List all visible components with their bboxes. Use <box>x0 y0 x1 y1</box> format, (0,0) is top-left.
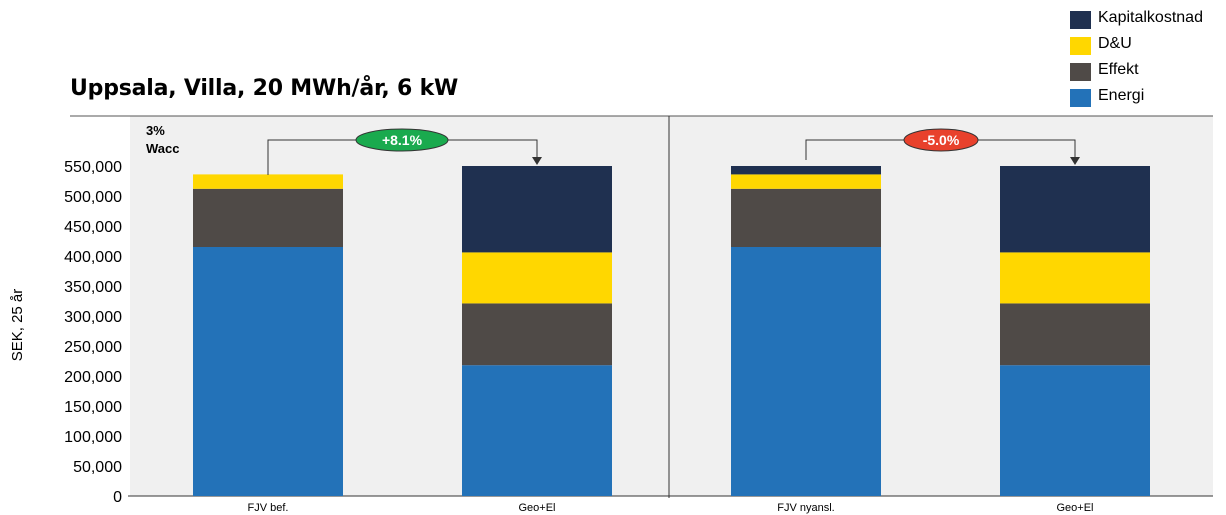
bar-segment-energi <box>462 365 612 496</box>
bar-segment-d-u <box>462 252 612 304</box>
y-tick-label: 500,000 <box>64 189 122 206</box>
bar-segment-d-u <box>731 174 881 189</box>
y-tick-label: 150,000 <box>64 399 122 416</box>
legend-label: Effekt <box>1098 61 1139 78</box>
change-badge-left-text: +8.1% <box>382 132 423 148</box>
x-tick-label: Geo+El <box>1057 502 1094 514</box>
x-tick-label: FJV bef. <box>248 502 289 514</box>
legend-label: Energi <box>1098 87 1145 104</box>
arrow-head-right <box>1070 157 1080 165</box>
y-tick-label: 250,000 <box>64 339 122 356</box>
y-axis-label: SEK, 25 år <box>9 289 26 362</box>
bar-segment-effekt <box>1000 303 1150 366</box>
wacc-label: 3% <box>146 123 165 138</box>
change-badge-right-text: -5.0% <box>923 132 960 148</box>
y-tick-label: 550,000 <box>64 159 122 176</box>
bar-segment-effekt <box>193 188 343 247</box>
x-tick-label: FJV nyansl. <box>777 502 834 514</box>
bar-segment-energi <box>193 247 343 496</box>
chart-title: Uppsala, Villa, 20 MWh/år, 6 kW <box>70 76 459 101</box>
y-tick-label: 300,000 <box>64 309 122 326</box>
y-tick-label: 100,000 <box>64 429 122 446</box>
bar-segment-d-u <box>1000 252 1150 304</box>
legend-swatch <box>1070 11 1091 29</box>
bar-segment-kapitalkostnad <box>1000 166 1150 253</box>
legend-label: D&U <box>1098 35 1132 52</box>
y-tick-label: 0 <box>113 489 122 506</box>
y-tick-label: 50,000 <box>73 459 122 476</box>
bar-segment-effekt <box>731 188 881 247</box>
bar-segment-kapitalkostnad <box>731 166 881 175</box>
bar-segment-energi <box>1000 365 1150 496</box>
legend-swatch <box>1070 89 1091 107</box>
y-tick-label: 450,000 <box>64 219 122 236</box>
bar-segment-kapitalkostnad <box>462 166 612 253</box>
wacc-label: Wacc <box>146 141 179 156</box>
change-badge-right <box>903 128 979 152</box>
legend-swatch <box>1070 37 1091 55</box>
y-tick-label: 350,000 <box>64 279 122 296</box>
y-tick-label: 200,000 <box>64 369 122 386</box>
arrow-head-left <box>532 157 542 165</box>
bar-segment-energi <box>731 247 881 496</box>
x-tick-label: Geo+El <box>519 502 556 514</box>
legend-label: Kapitalkostnad <box>1098 9 1203 26</box>
change-badge-left <box>355 128 449 152</box>
bar-segment-d-u <box>193 174 343 189</box>
y-tick-label: 400,000 <box>64 249 122 266</box>
legend-swatch <box>1070 63 1091 81</box>
bar-segment-effekt <box>462 303 612 366</box>
